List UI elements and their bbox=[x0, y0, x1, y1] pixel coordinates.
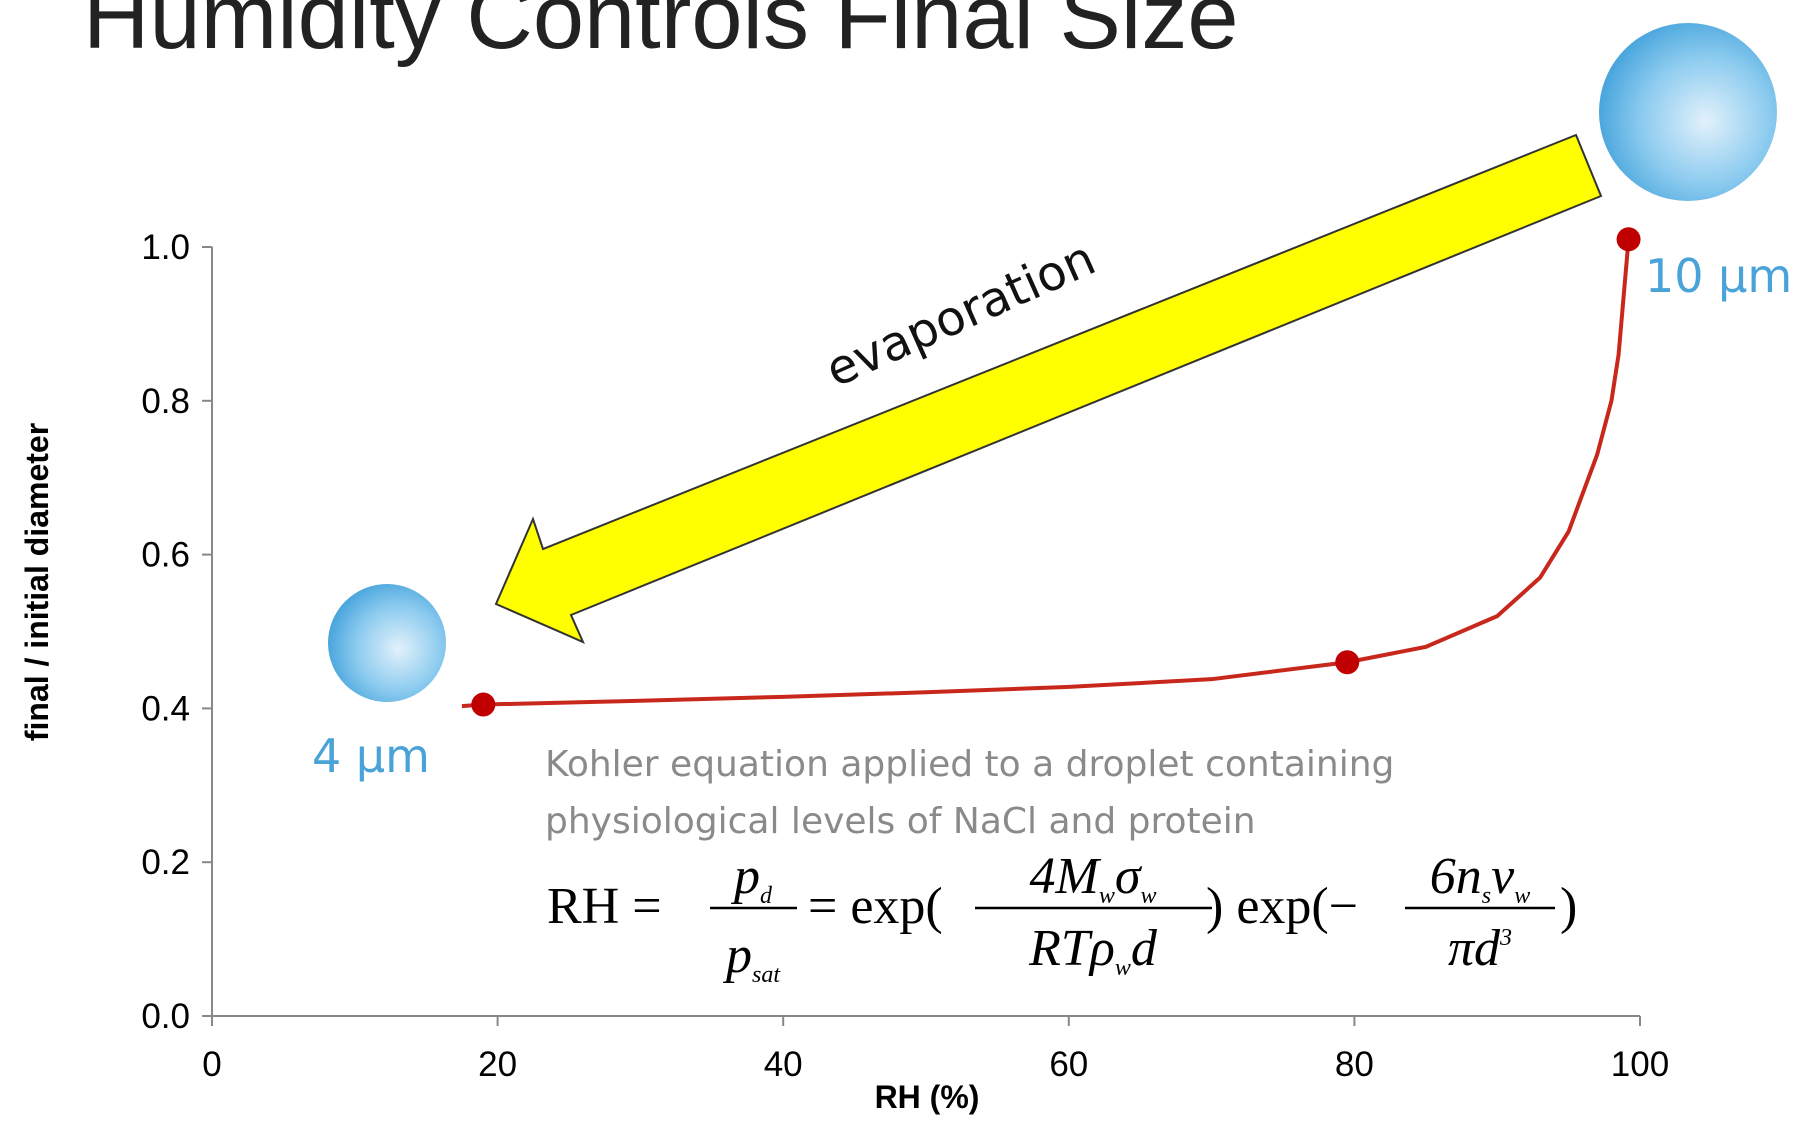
slide-title: Humidity Controls Final Size bbox=[83, 0, 1238, 68]
equation-part: RTρwd bbox=[1028, 920, 1158, 981]
small-droplet-label: 4 μm bbox=[312, 729, 430, 783]
x-tick-label: 60 bbox=[1049, 1045, 1088, 1084]
equation-symbol: p bbox=[730, 848, 760, 905]
x-tick-label: 20 bbox=[478, 1045, 517, 1084]
equation-part: πd3 bbox=[1448, 920, 1512, 977]
note-line: Kohler equation applied to a droplet con… bbox=[545, 744, 1394, 785]
equation-part: psat bbox=[722, 927, 781, 988]
large-droplet-label: 10 μm bbox=[1645, 249, 1792, 303]
equation-symbol: w bbox=[1115, 955, 1131, 981]
equation-part: RH = bbox=[547, 878, 662, 935]
equation-part: pd bbox=[730, 848, 773, 909]
y-tick-label: 0.4 bbox=[141, 689, 190, 728]
x-tick-label: 100 bbox=[1611, 1045, 1669, 1084]
equation-symbol: w bbox=[1514, 883, 1530, 909]
equation-part: ) exp(− bbox=[1206, 878, 1358, 935]
y-tick-label: 1.0 bbox=[141, 228, 190, 267]
equation-symbol: 4M bbox=[1029, 848, 1101, 905]
point bbox=[1616, 227, 1641, 252]
equation-part: = exp( bbox=[808, 878, 943, 935]
equation-symbol: d bbox=[760, 883, 773, 909]
note-line: physiological levels of NaCl and protein bbox=[545, 801, 1256, 842]
small-droplet bbox=[328, 584, 446, 702]
equation-symbol: sat bbox=[752, 962, 781, 988]
equation-symbol: s bbox=[1482, 883, 1491, 909]
point bbox=[471, 692, 496, 717]
evaporation-arrow bbox=[494, 133, 1603, 644]
equation-symbol: w bbox=[1099, 883, 1115, 909]
y-axis-label: final / initial diameter bbox=[19, 423, 55, 741]
x-axis-label: RH (%) bbox=[875, 1079, 980, 1115]
x-tick-label: 80 bbox=[1335, 1045, 1374, 1084]
equation-part: ) bbox=[1560, 878, 1577, 935]
equation-symbol: RTρ bbox=[1028, 920, 1115, 977]
equation-symbol: 3 bbox=[1499, 925, 1512, 951]
equation-symbol: d bbox=[1131, 920, 1158, 977]
x-tick-label: 40 bbox=[764, 1045, 803, 1084]
equation-symbol: v bbox=[1491, 848, 1515, 905]
equation-part: 6nsvw bbox=[1430, 848, 1530, 909]
curve bbox=[461, 239, 1631, 709]
y-tick-label: 0.6 bbox=[141, 536, 190, 575]
y-tick-label: 0.8 bbox=[141, 382, 190, 421]
equation-symbol: 6n bbox=[1430, 848, 1482, 905]
y-tick-label: 0.2 bbox=[141, 843, 190, 882]
x-tick-label: 0 bbox=[202, 1045, 221, 1084]
equation-symbol: w bbox=[1140, 883, 1156, 909]
point bbox=[1335, 650, 1360, 675]
equation-symbol: σ bbox=[1115, 848, 1143, 905]
equation-symbol: p bbox=[722, 927, 752, 984]
y-tick-label: 0.0 bbox=[141, 997, 190, 1036]
equation-part: 4Mwσw bbox=[1029, 848, 1156, 909]
equation-symbol: πd bbox=[1448, 920, 1501, 977]
large-droplet bbox=[1599, 23, 1777, 201]
